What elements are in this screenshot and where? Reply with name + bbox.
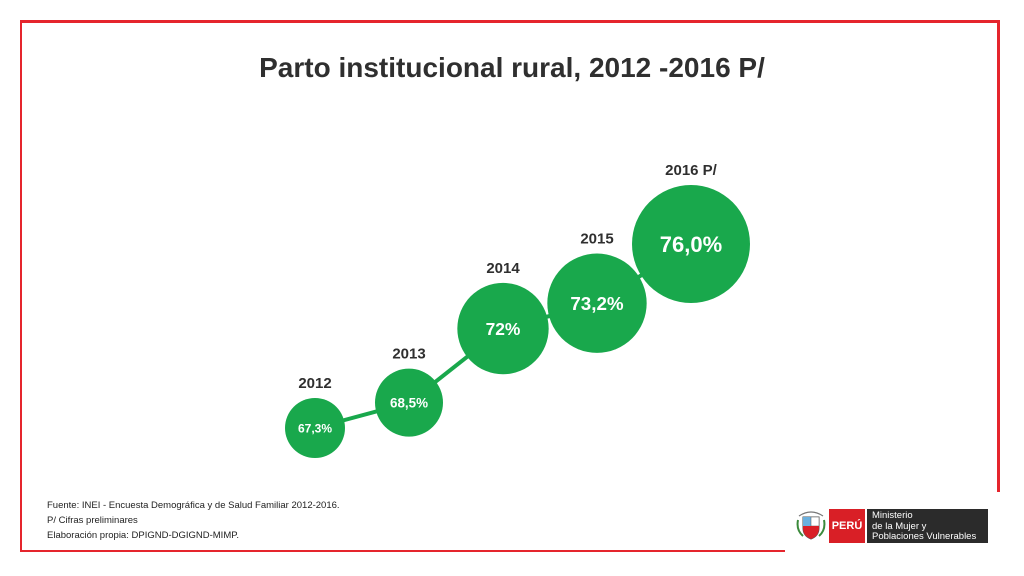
preliminary-note: P/ Cifras preliminares: [47, 515, 138, 526]
year-label: 2013: [392, 346, 425, 363]
labels: 67,3% 2012 68,5% 2013 72% 2014 73,2% 2015 76,0% 2…: [298, 162, 722, 435]
bubble-2015: [547, 253, 647, 353]
bubbles: [285, 185, 750, 458]
ministry-logo: PERÚ Ministerio de la Mujer y Poblacione…: [795, 506, 990, 546]
footnotes: Fuente: INEI - Encuesta Demográfica y de…: [47, 498, 340, 543]
bubble-2014: [457, 282, 549, 375]
value-label: 73,2%: [570, 293, 624, 314]
value-label: 68,5%: [390, 395, 428, 410]
year-label: 2015: [580, 231, 613, 248]
value-label: 76,0%: [660, 232, 722, 257]
elaboration-note: Elaboración propia: DPIGND-DGIGND-MIMP.: [47, 530, 239, 541]
ministry-line-3: Poblaciones Vulnerables: [872, 531, 977, 542]
slide-frame: [20, 20, 1000, 552]
peru-badge: PERÚ: [829, 509, 865, 543]
value-label: 72%: [486, 319, 521, 339]
frame-gap: [785, 545, 1010, 557]
coat-of-arms-icon: [796, 511, 826, 540]
value-label: 67,3%: [298, 421, 332, 435]
chart-title: Parto institucional rural, 2012 -2016 P/: [259, 52, 765, 83]
year-label: 2014: [486, 260, 520, 277]
bubble-2012: [285, 398, 345, 458]
frame-gap-right: [995, 492, 1007, 557]
ministry-line-2: de la Mujer y: [872, 520, 927, 532]
bubble-2013: [375, 368, 443, 437]
bubble-2016P: [632, 185, 750, 303]
ministry-line-1: Ministerio: [872, 510, 913, 521]
year-label: 2012: [298, 375, 331, 392]
ministry-name: Ministerio de la Mujer y Poblaciones Vul…: [867, 509, 988, 543]
year-label: 2016 P/: [665, 162, 718, 179]
source-note: Fuente: INEI - Encuesta Demográfica y de…: [47, 500, 340, 511]
